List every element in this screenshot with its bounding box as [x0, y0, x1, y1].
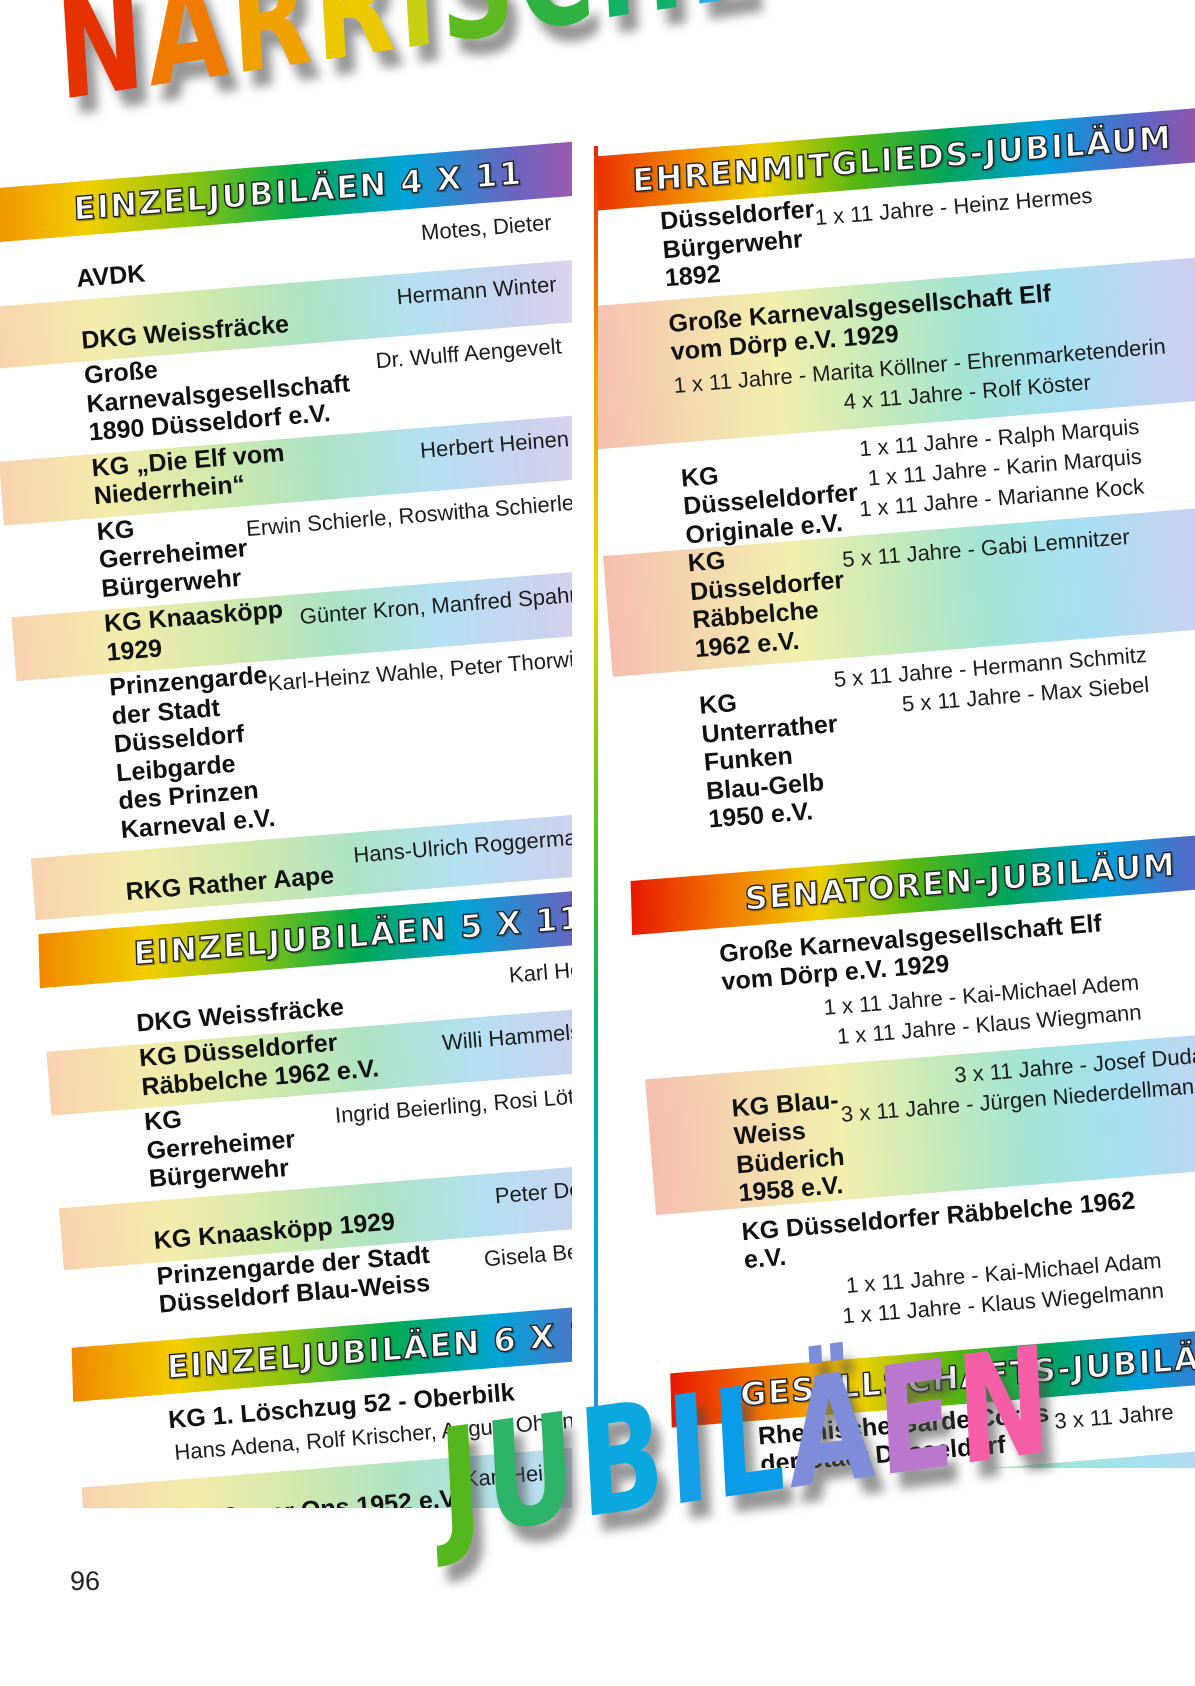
value-line: Hermann Winter — [395, 271, 558, 310]
club-name: Düsseldorfer Bürgerwehr 1892 — [659, 195, 816, 293]
club-name: KG Düsseleldorfer Originale e.V. — [679, 461, 859, 549]
value-line: Willi Hammelstein — [441, 1016, 572, 1056]
title-letter-0: J — [435, 1393, 490, 1573]
club-name: KG Gerreheimer Bürgerwehr — [95, 514, 249, 603]
title-letter-1: U — [480, 1380, 584, 1566]
value-line: Gisela Bellwied — [482, 1233, 572, 1271]
value-line: Dr. Wulff Aengevelt — [374, 333, 563, 374]
left-column-content: EINZELJUBILÄEN 4 X 11 AVDK Motes, Dieter DK… — [0, 140, 572, 1508]
title-letter-2: B — [574, 1368, 673, 1553]
club-name: KG Unterrather Funken Blau-Gelb 1950 e.V… — [698, 688, 839, 834]
title-letter-2: R — [226, 0, 320, 107]
title-letter-3: I — [663, 1361, 718, 1541]
title-letter-7: H — [592, 0, 692, 52]
entry-values: Motes, Dieter — [419, 200, 552, 248]
club-name: KG Düsseldorfer Räbbelche 1962 e.V. — [686, 546, 846, 663]
club-name: KG Gerreheimer Bürgerwehr — [143, 1105, 296, 1194]
value-line: Karl Hecht — [508, 954, 572, 988]
title-letter-6: E — [872, 1327, 962, 1511]
value-line: 5 x 11 Jahre — [1058, 1461, 1180, 1468]
right-column: EHRENMITGLIEDS-JUBILÄUM Düsseldorfer Bürg… — [598, 96, 1195, 1468]
column-divider — [594, 146, 598, 1456]
title-letter-4: I — [392, 0, 444, 81]
value-line: Peter Deusen — [493, 1172, 572, 1208]
entry-values: Karl Hecht — [507, 944, 572, 990]
club-name: AVDK — [75, 258, 147, 293]
title-letter-7: N — [952, 1313, 1059, 1500]
title-letter-4: L — [708, 1351, 793, 1534]
title-letter-8: E — [682, 0, 766, 38]
value-line: Motes, Dieter — [420, 209, 553, 246]
title-letter-1: Ä — [142, 0, 236, 119]
club-name: RKG Rather Aape — [124, 860, 336, 906]
title-letter-5: S — [435, 0, 523, 75]
entry-values: 3 x 11 Jahre — [1053, 1389, 1175, 1436]
title-letter-6: C — [513, 0, 602, 63]
club-name: KG Onger Ons 1952 e.V. — [175, 1484, 462, 1508]
club-name: Prinzengarde der Stadt Düsseldorf Leibga… — [108, 660, 277, 844]
page-number: 96 — [70, 1566, 101, 1596]
title-letter-0: N — [52, 0, 153, 133]
title-letter-5: Ä — [783, 1338, 882, 1524]
value-line: 3 x 11 Jahre — [1053, 1398, 1175, 1434]
left-column: EINZELJUBILÄEN 4 X 11 AVDK Motes, Dieter DK… — [0, 140, 572, 1508]
title-letter-3: R — [309, 0, 403, 94]
right-column-content: EHRENMITGLIEDS-JUBILÄUM Düsseldorfer Bürg… — [598, 105, 1195, 1468]
value-line: Herbert Heinen — [419, 425, 570, 463]
club-name: KG Blau-Weiss Büderich 1958 e.V. — [730, 1085, 846, 1208]
